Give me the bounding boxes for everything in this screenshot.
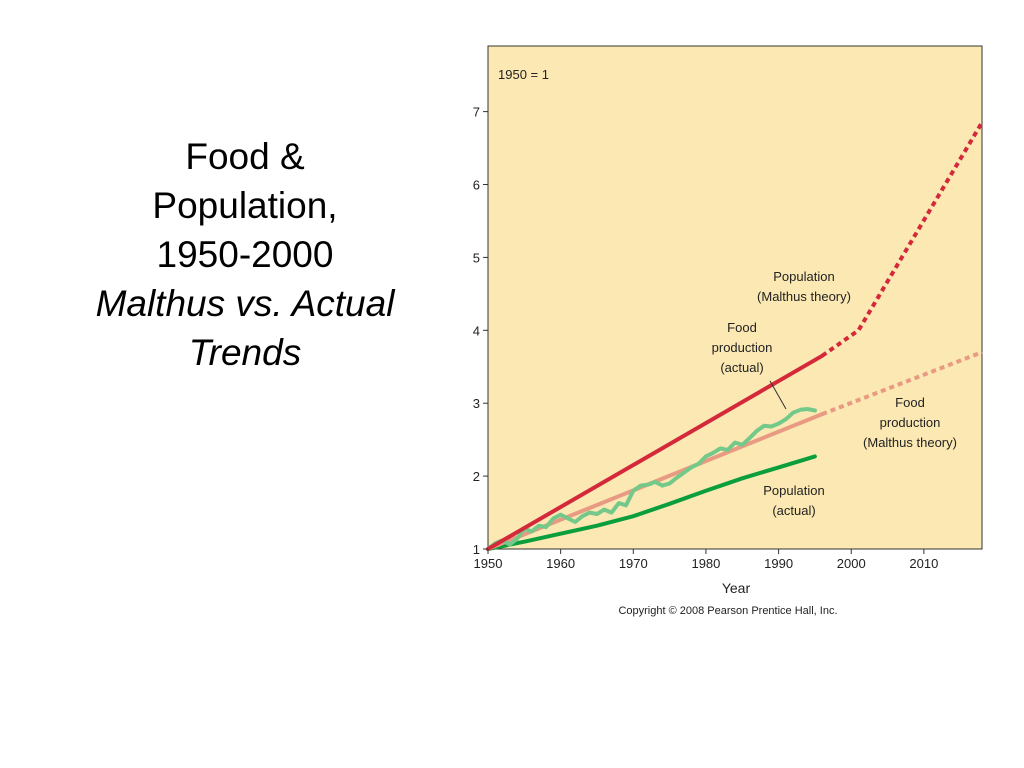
title-line: Food & [185, 136, 305, 177]
plot-area [487, 45, 983, 550]
series-label-line: (Malthus theory) [863, 435, 957, 450]
y-tick-label: 7 [473, 105, 480, 120]
copyright-text: Copyright © 2008 Pearson Prentice Hall, … [618, 605, 837, 617]
series-projection-food-malthus [821, 350, 983, 416]
x-tick-label: 2000 [837, 556, 866, 571]
series-line-population-malthus [486, 353, 825, 551]
x-tick-label: 1960 [546, 556, 575, 571]
series-label-line: (actual) [772, 503, 815, 518]
y-tick-label: 6 [473, 178, 480, 193]
series-label-food-actual: Food production (actual) [712, 320, 773, 375]
series-label-line: (actual) [720, 360, 763, 375]
x-tick-label: 2010 [909, 556, 938, 571]
food-actual-leader-line [769, 380, 787, 410]
y-tick-label: 2 [473, 469, 480, 484]
series-label-line: Population [763, 483, 824, 498]
series-label-food-malthus: Food production (Malthus theory) [863, 395, 957, 450]
series-label-line: Food [727, 320, 757, 335]
series-label-line: (Malthus theory) [757, 289, 851, 304]
y-tick-label: 5 [473, 250, 480, 265]
chart-note: 1950 = 1 [498, 67, 549, 82]
x-tick-label: 1980 [691, 556, 720, 571]
subtitle-line: Trends [188, 332, 302, 373]
x-tick-label: 1970 [619, 556, 648, 571]
subtitle-line: Malthus vs. Actual [95, 283, 395, 324]
y-tick-label: 1 [473, 542, 480, 557]
slide-title: Food & Population, 1950-2000 Malthus vs.… [40, 132, 450, 377]
y-tick-label: 3 [473, 396, 480, 411]
title-line: 1950-2000 [156, 234, 334, 275]
axes-layer: 1950 1960 1970 1980 1990 2000 2010 1 2 3 4 5 6 7 [473, 105, 939, 571]
series-labels: Population (Malthus theory) Food production… [712, 269, 957, 518]
series-label-line: Population [773, 269, 834, 284]
y-tick-label: 4 [473, 323, 480, 338]
x-tick-label: 1990 [764, 556, 793, 571]
series-label-population-malthus: Population (Malthus theory) [757, 269, 851, 304]
series-label-population-actual: Population (actual) [763, 483, 824, 518]
series-layer [486, 121, 984, 551]
series-line-population-actual [486, 454, 817, 551]
x-tick-label: 1950 [474, 556, 503, 571]
series-label-line: Food [895, 395, 925, 410]
series-label-line: production [712, 340, 773, 355]
x-axis-label: Year [722, 580, 751, 596]
series-line-food-actual [486, 407, 817, 551]
series-label-line: production [880, 415, 941, 430]
title-line: Population, [152, 185, 338, 226]
